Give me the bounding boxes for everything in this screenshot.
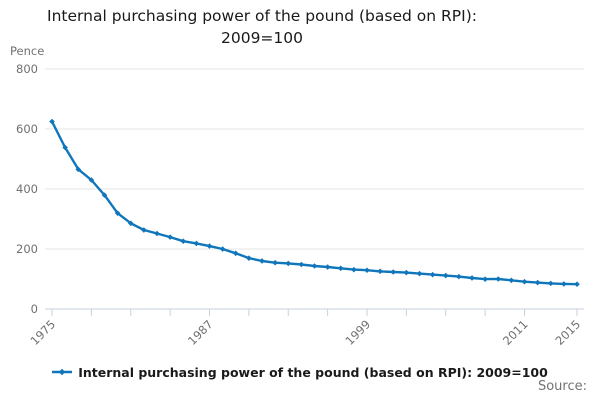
data-point-marker xyxy=(482,276,488,282)
data-point-marker xyxy=(272,259,278,266)
data-point-marker xyxy=(75,166,82,173)
chart-title: Internal purchasing power of the pound (… xyxy=(47,7,477,47)
data-point-marker xyxy=(154,230,160,237)
y-axis-tick-label: 600 xyxy=(16,122,38,136)
y-axis-tick-label: 200 xyxy=(16,242,38,256)
data-point-marker xyxy=(219,246,226,252)
data-point-marker xyxy=(206,243,213,249)
data-point-marker xyxy=(114,210,121,216)
data-point-marker xyxy=(298,261,305,268)
data-point-marker xyxy=(364,267,370,274)
y-axis-tick-label: 400 xyxy=(16,182,38,196)
y-axis-tick-label: 800 xyxy=(16,62,38,76)
y-axis-tick-label: 0 xyxy=(31,302,38,316)
data-point-marker xyxy=(311,263,318,269)
data-point-marker xyxy=(495,276,502,282)
data-point-marker xyxy=(521,278,528,285)
data-point-marker xyxy=(246,255,252,261)
data-point-marker xyxy=(547,280,554,287)
data-point-marker xyxy=(324,264,331,270)
x-axis-tick-label: 2015 xyxy=(553,317,584,348)
data-point-marker xyxy=(377,268,383,275)
data-point-marker xyxy=(141,227,147,233)
data-point-marker xyxy=(101,192,108,198)
legend-label: Internal purchasing power of the pound (… xyxy=(78,364,548,380)
data-point-marker xyxy=(508,277,515,284)
data-point-marker xyxy=(180,238,187,245)
x-axis-tick-label: 1999 xyxy=(343,317,374,348)
line-series-legend-icon xyxy=(52,368,73,376)
data-point-marker xyxy=(232,250,239,257)
y-axis-unit-label: Pence xyxy=(10,44,45,58)
data-point-marker xyxy=(574,281,580,287)
data-point-marker xyxy=(127,220,134,227)
x-axis-tick-label: 1975 xyxy=(28,317,59,348)
data-point-marker xyxy=(351,266,357,273)
data-point-marker xyxy=(429,271,436,278)
data-point-marker xyxy=(456,273,462,280)
data-point-marker xyxy=(285,260,292,267)
series-line xyxy=(50,120,579,286)
data-point-marker xyxy=(193,240,200,247)
data-point-marker xyxy=(167,234,173,240)
data-point-marker xyxy=(403,269,410,276)
data-point-marker xyxy=(88,177,95,183)
data-point-marker xyxy=(49,118,55,125)
data-point-marker xyxy=(259,258,265,264)
legend[interactable]: Internal purchasing power of the pound (… xyxy=(0,363,600,381)
data-point-marker xyxy=(337,265,344,272)
data-point-marker xyxy=(62,144,68,151)
data-point-marker xyxy=(390,269,397,275)
x-axis-tick-label: 2011 xyxy=(500,317,531,348)
data-point-marker xyxy=(561,281,567,287)
x-axis-tick-label: 1987 xyxy=(185,317,216,348)
data-point-marker xyxy=(442,272,449,279)
source-label: Source: xyxy=(537,379,587,394)
data-point-marker xyxy=(534,279,541,286)
data-point-marker xyxy=(416,270,423,277)
data-point-marker xyxy=(469,275,475,281)
